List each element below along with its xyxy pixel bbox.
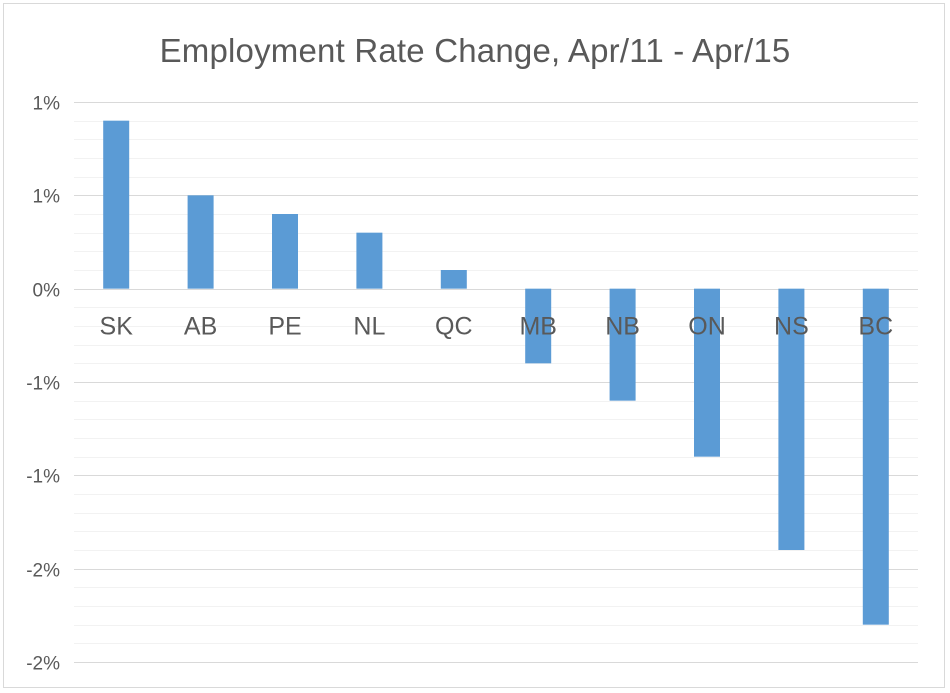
y-tick-label: 1% [33, 187, 61, 208]
bar-sk [103, 120, 130, 289]
x-category-label-ab: AB [184, 313, 217, 341]
x-category-label-nb: NB [605, 313, 640, 341]
bar-on [694, 288, 720, 457]
bar-ab [187, 195, 214, 289]
x-category-label-sk: SK [100, 313, 134, 341]
y-tick-label: -1% [26, 467, 60, 488]
bar-ns [778, 288, 805, 550]
y-tick-label: 0% [33, 281, 61, 302]
bar-bc [862, 288, 889, 625]
y-tick-label: -2% [26, 561, 60, 582]
bar-pe [272, 214, 298, 289]
y-tick-label: -2% [26, 654, 60, 675]
x-category-label-bc: BC [858, 313, 893, 341]
x-category-label-nl: NL [353, 313, 385, 341]
x-category-label-on: ON [688, 313, 726, 341]
x-category-label-pe: PE [268, 313, 301, 341]
x-category-label-qc: QC [435, 313, 473, 341]
bar-mb [525, 288, 552, 364]
major-gridlines [74, 102, 918, 663]
x-axis-category-labels: SK AB PE NL QC MB NB ON NS BC [100, 313, 894, 341]
chart-title: Employment Rate Change, Apr/11 - Apr/15 [159, 32, 791, 69]
bars-group [103, 120, 889, 625]
chart-frame: Employment Rate Change, Apr/11 - Apr/15 … [3, 3, 945, 688]
y-tick-label: -1% [26, 374, 60, 395]
bar-chart-plot: 1% 1% 0% -1% -1% -2% -2% SK AB PE NL QC MB NB ON NS BC [26, 94, 918, 675]
y-axis-tick-labels: 1% 1% 0% -1% -1% -2% -2% [26, 94, 60, 675]
bar-nl [356, 232, 383, 289]
y-tick-label: 1% [33, 94, 61, 115]
bar-qc [440, 270, 467, 289]
x-category-label-ns: NS [774, 313, 809, 341]
bar-nb [609, 288, 636, 401]
x-category-label-mb: MB [519, 313, 557, 341]
